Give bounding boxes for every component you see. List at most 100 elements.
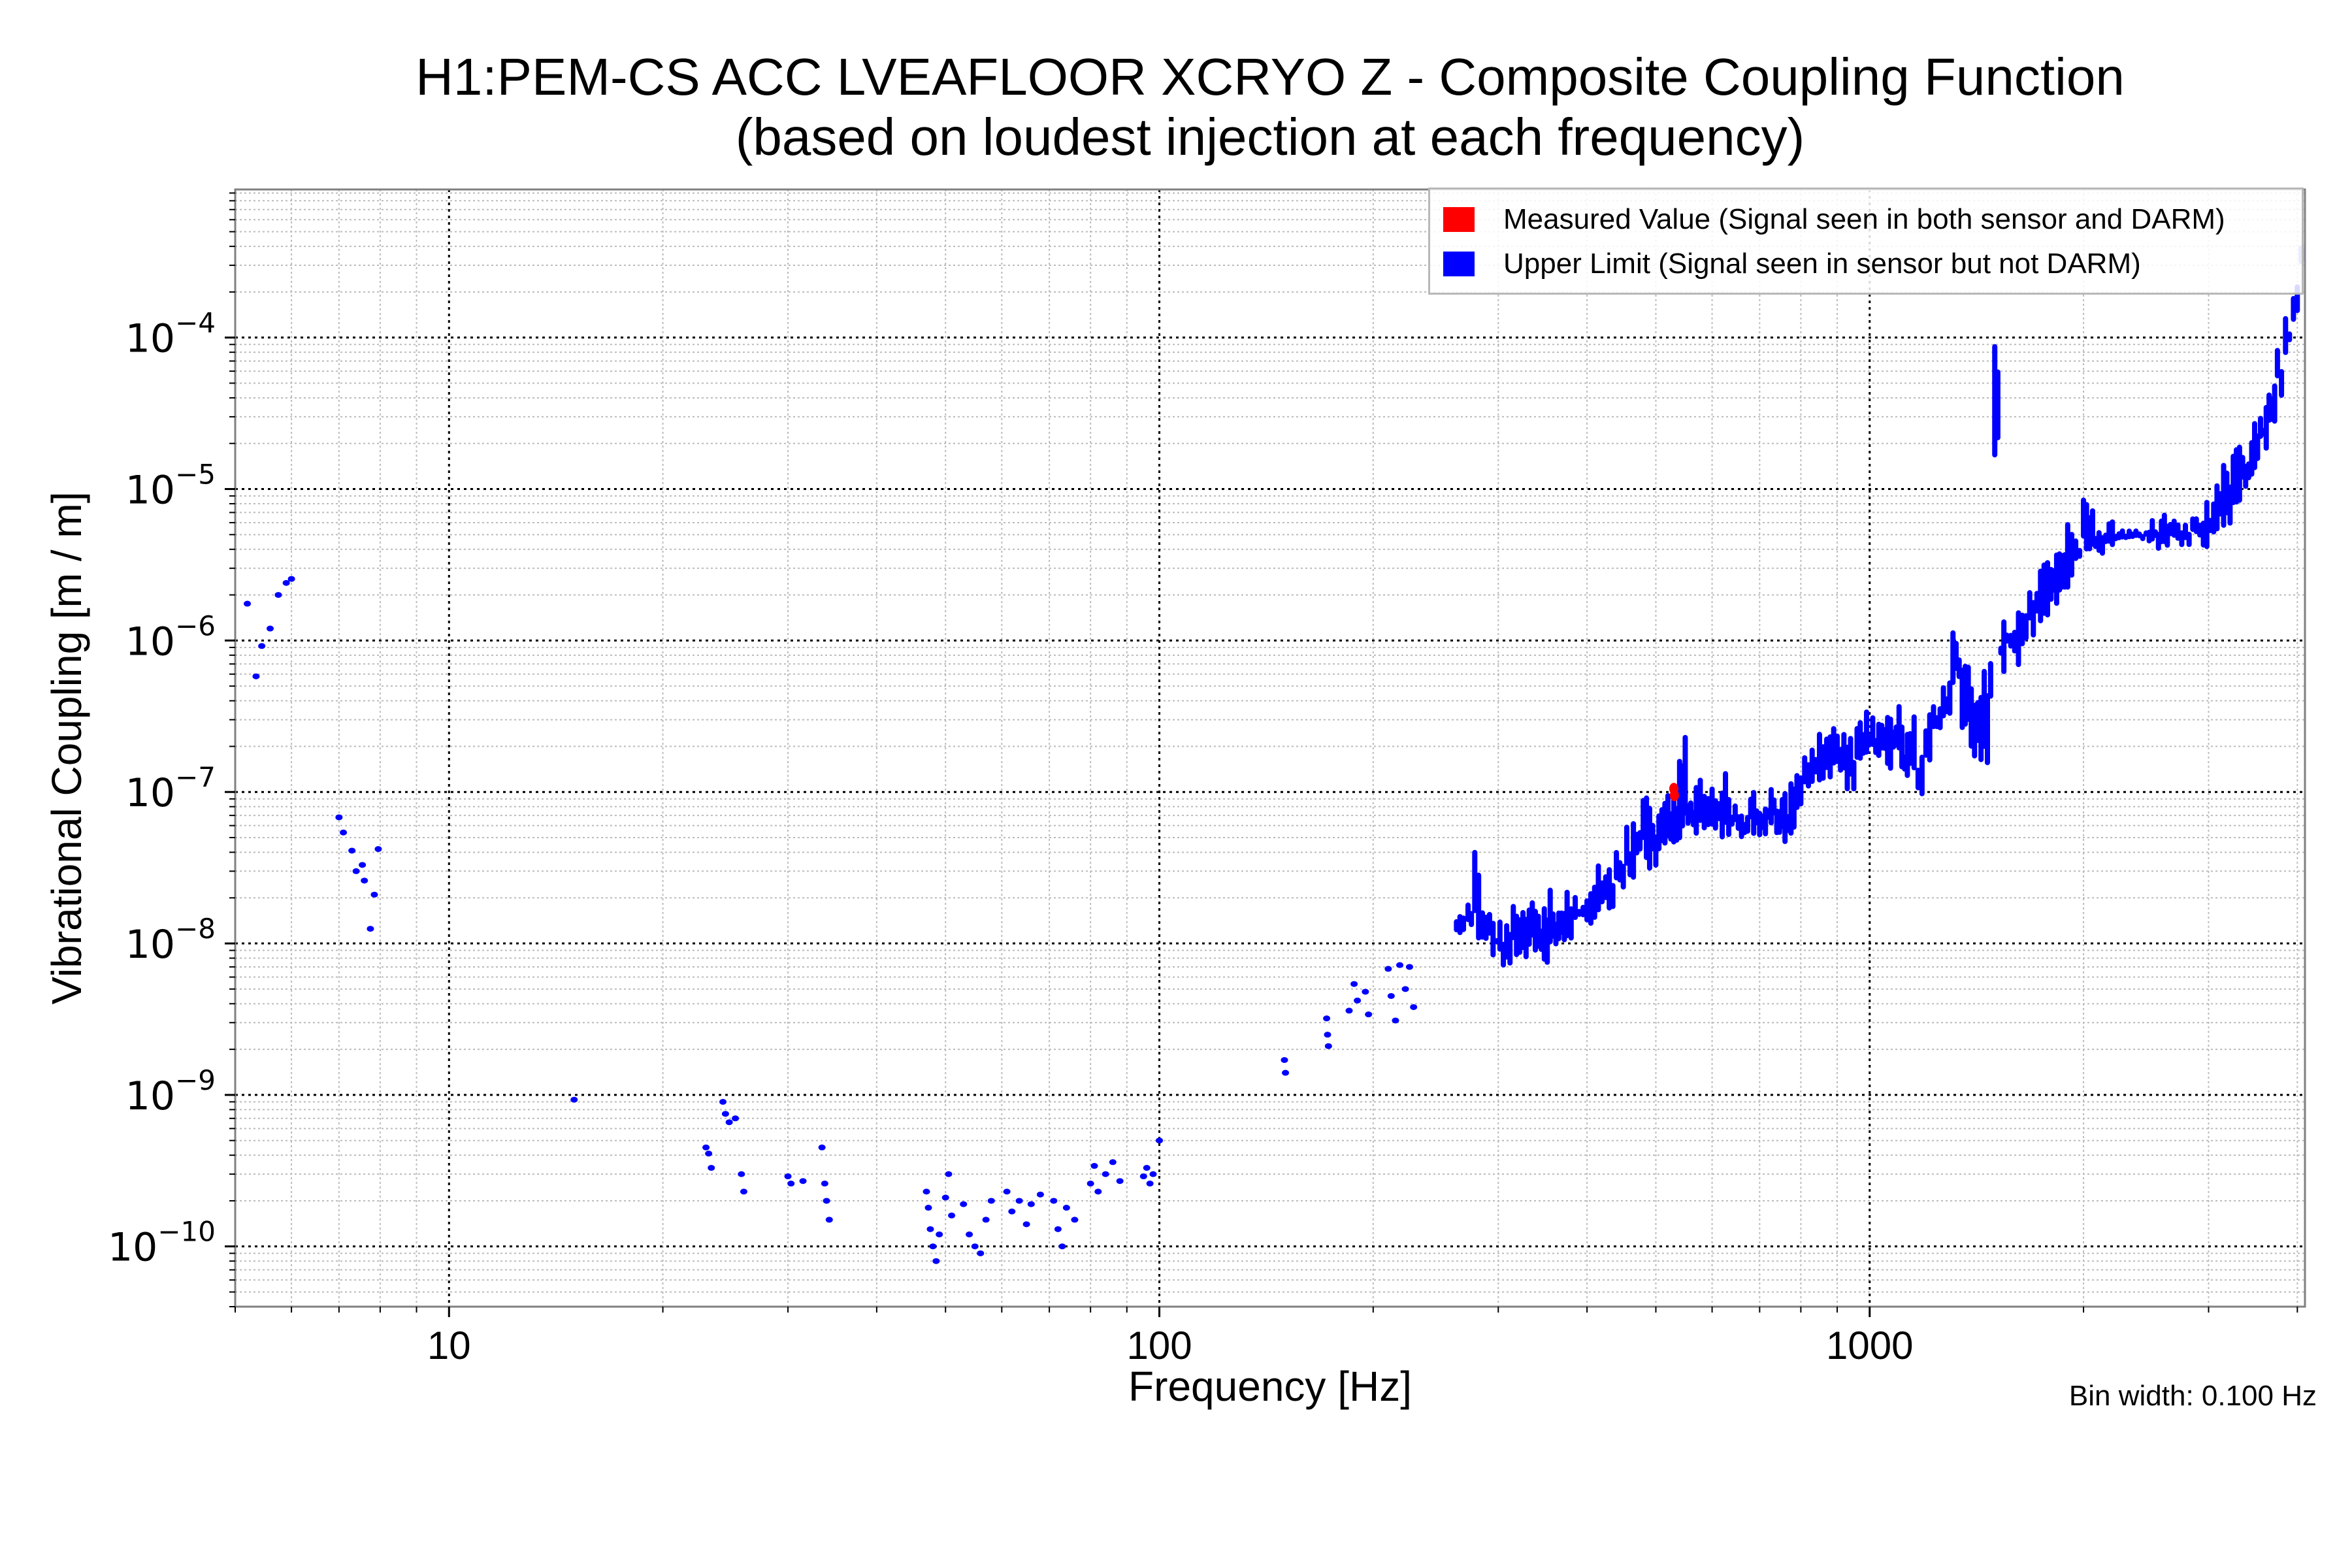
data-band-upper-limit [1984,693,1990,766]
data-point-upper-limit [823,1198,830,1204]
data-band-upper-limit [1947,680,1953,716]
data-band-upper-limit [1911,714,1917,771]
data-point-upper-limit [1392,1017,1399,1024]
data-band-upper-limit [1490,921,1496,958]
y-tick-label: 10−9 [125,1064,216,1119]
data-point-upper-limit [705,1151,713,1157]
data-band-upper-limit [2274,348,2280,379]
data-band-upper-limit [2186,531,2192,547]
data-point-upper-limit [740,1188,747,1195]
data-point-upper-limit [1058,1243,1066,1250]
data-point-upper-limit [929,1243,937,1250]
data-point-upper-limit [926,1226,934,1232]
data-point-upper-limit [1410,1004,1418,1010]
data-band-upper-limit [1461,915,1467,932]
data-band-upper-limit [1798,775,1804,807]
chart-subtitle: (based on loudest injection at each freq… [735,108,1805,166]
legend-label-measured: Measured Value (Signal seen in both sens… [1503,203,2225,235]
legend-item-measured: Measured Value (Signal seen in both sens… [1443,200,2225,239]
data-point-upper-limit [1324,1032,1331,1038]
data-point-upper-limit [941,1194,949,1201]
data-point-upper-limit [1354,997,1362,1004]
data-point-upper-limit [1146,1181,1154,1187]
data-point-upper-limit [1149,1171,1157,1177]
data-point-upper-limit [287,576,295,582]
data-point-upper-limit [784,1173,792,1180]
data-band-upper-limit [2272,383,2278,424]
data-point-upper-limit [971,1243,979,1250]
x-tick-label: 1000 [1826,1324,1913,1367]
data-band-upper-limit [1907,731,1913,766]
legend-swatch-measured [1443,207,1475,232]
data-point-upper-limit [1362,988,1369,995]
data-point-upper-limit [725,1119,733,1126]
data-band-upper-limit [1507,932,1513,966]
data-point-upper-limit [1401,986,1409,992]
data-band-upper-limit [2110,519,2115,547]
axis-tick-labels: 10 100 1000 10−4 10−5 10−6 10−7 10−8 10−9 10−10 [108,307,1914,1367]
data-band-upper-limit [2283,316,2289,355]
data-band-upper-limit [1568,906,1574,941]
data-point-upper-limit [1102,1171,1109,1177]
data-band-upper-limit [2065,522,2070,590]
data-point-measured [1669,789,1679,802]
data-band-upper-limit [1851,760,1857,792]
data-point-upper-limit [1027,1201,1035,1207]
data-point-upper-limit [1015,1198,1023,1204]
data-point-upper-limit [1036,1191,1044,1198]
data-point-upper-limit [825,1217,833,1223]
data-band-upper-limit [2204,500,2210,549]
data-band-upper-limit [1697,777,1703,823]
data-band-upper-limit [2068,532,2074,578]
data-point-upper-limit [335,814,343,821]
y-tick-label: 10−4 [125,307,216,362]
data-band-upper-limit [1919,755,1925,796]
data-point-upper-limit [252,673,260,679]
data-point-upper-limit [1050,1198,1058,1204]
data-point-upper-limit [702,1144,710,1151]
chart-title: H1:PEM-CS ACC LVEAFLOOR XCRYO Z - Compos… [416,48,2125,106]
data-point-upper-limit [787,1181,795,1187]
legend: Measured Value (Signal seen in both sens… [1428,188,2304,295]
data-point-upper-limit [570,1096,578,1103]
y-tick-label: 10−5 [125,459,216,514]
data-band-upper-limit [2023,613,2029,641]
data-point-upper-limit [732,1115,740,1122]
data-point-upper-limit [936,1231,943,1237]
data-point-upper-limit [1143,1165,1151,1171]
minor-grid [235,189,2305,1307]
data-point-upper-limit [1094,1188,1102,1195]
data-point-upper-limit [738,1171,745,1177]
data-point-upper-limit [948,1212,956,1218]
data-point-upper-limit [721,1111,729,1117]
data-point-upper-limit [818,1144,826,1151]
data-band-upper-limit [1573,894,1578,921]
data-point-upper-limit [1022,1221,1030,1228]
data-point-upper-limit [359,862,367,868]
legend-swatch-upper-limit [1443,252,1475,276]
data-band-upper-limit [1469,911,1475,928]
y-axis-label: Vibrational Coupling [m / m] [43,491,90,1005]
data-point-upper-limit [1054,1226,1062,1232]
data-band-upper-limit [2255,433,2261,461]
data-point-upper-limit [1071,1217,1079,1223]
data-band-upper-limit [1682,734,1688,815]
data-point-upper-limit [258,643,266,649]
data-point-upper-limit [924,1205,932,1211]
data-band-upper-limit [2287,331,2293,342]
data-point-upper-limit [370,891,378,898]
data-point-upper-limit [1350,981,1358,987]
legend-item-upper-limit: Upper Limit (Signal seen in sensor but n… [1443,244,2141,284]
data-band-upper-limit [1809,747,1815,784]
data-point-upper-limit [1282,1070,1290,1076]
data-point-upper-limit [799,1178,807,1184]
x-tick-label: 100 [1126,1324,1192,1367]
data-band-upper-limit [1693,785,1699,836]
data-point-upper-limit [1281,1056,1288,1063]
data-band-upper-limit [2140,534,2146,542]
data-band-upper-limit [2077,547,2083,559]
data-band-upper-limit [1610,883,1616,909]
major-grid [235,189,2305,1307]
data-band-upper-limit [1995,369,2001,440]
